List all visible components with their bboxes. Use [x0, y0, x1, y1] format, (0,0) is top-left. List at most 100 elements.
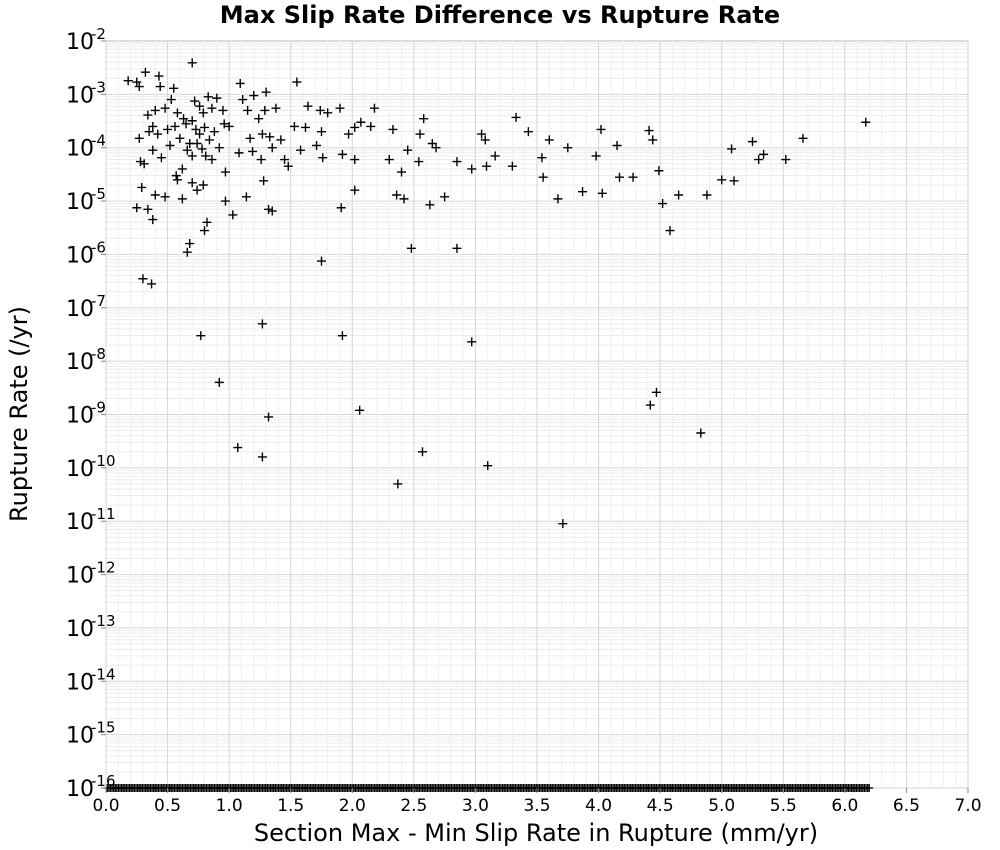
y-tick-label-exponent: -8 — [91, 345, 106, 363]
data-point — [137, 182, 147, 192]
data-point — [148, 215, 158, 225]
data-point — [355, 405, 365, 415]
data-point — [144, 127, 154, 137]
data-point — [177, 164, 187, 174]
data-point — [139, 159, 149, 169]
floor-band — [103, 784, 874, 792]
y-tick-label-base: 10 — [66, 137, 94, 162]
data-point — [238, 95, 248, 105]
data-point — [759, 149, 769, 159]
y-tick-label-exponent: -13 — [91, 612, 116, 630]
data-point — [187, 116, 197, 126]
data-point — [172, 175, 182, 185]
data-point — [191, 124, 201, 134]
y-tick-label-exponent: -14 — [91, 665, 116, 683]
y-tick-label-base: 10 — [66, 404, 94, 429]
data-point — [140, 67, 150, 77]
data-point — [214, 377, 224, 387]
data-point — [156, 153, 166, 163]
data-point — [249, 91, 259, 101]
data-point — [220, 167, 230, 177]
data-point — [431, 143, 441, 153]
data-points — [123, 58, 871, 529]
data-point — [414, 157, 424, 167]
x-axis-label: Section Max - Min Slip Rate in Rupture (… — [254, 819, 818, 847]
x-tick-label: 0.0 — [92, 796, 119, 816]
data-point — [235, 78, 245, 88]
data-point — [419, 114, 429, 124]
data-point — [172, 108, 182, 118]
data-point — [150, 105, 160, 115]
data-point — [615, 172, 625, 182]
y-tick-label-base: 10 — [66, 777, 94, 802]
y-tick-label-base: 10 — [66, 564, 94, 589]
data-point — [134, 82, 144, 92]
data-point — [645, 400, 655, 410]
data-point — [597, 188, 607, 198]
data-point — [209, 127, 219, 137]
data-point — [204, 135, 214, 145]
y-tick-label-exponent: -2 — [91, 25, 106, 43]
data-point — [201, 151, 211, 161]
data-point — [177, 194, 187, 204]
data-point — [207, 103, 217, 113]
x-tick-label: 5.5 — [770, 796, 797, 816]
x-tick-label: 0.5 — [154, 796, 181, 816]
data-point — [315, 105, 325, 115]
data-point — [187, 151, 197, 161]
data-point — [317, 127, 326, 137]
y-axis-label: Rupture Rate (/yr) — [5, 306, 33, 522]
data-point — [123, 76, 133, 86]
data-point — [283, 161, 293, 171]
data-point — [182, 145, 192, 155]
data-point — [132, 203, 142, 213]
data-point — [192, 185, 202, 195]
data-point — [628, 172, 638, 182]
y-tick-label-base: 10 — [66, 617, 94, 642]
data-point — [337, 149, 347, 159]
data-point — [727, 144, 737, 154]
data-point — [654, 166, 664, 176]
data-point — [148, 121, 158, 131]
data-point — [134, 133, 144, 143]
y-tick-label-exponent: -5 — [91, 185, 106, 203]
data-point — [198, 180, 208, 190]
data-point — [154, 71, 164, 81]
data-point — [748, 137, 757, 147]
x-tick-label: 7.0 — [954, 796, 981, 816]
data-point — [197, 144, 207, 154]
data-point — [224, 121, 234, 131]
data-point — [175, 133, 185, 143]
y-tick-label-base: 10 — [66, 30, 94, 55]
data-point — [187, 178, 197, 188]
data-point — [241, 192, 251, 202]
data-point — [220, 196, 230, 206]
data-point — [170, 121, 180, 131]
data-point — [243, 105, 253, 115]
data-point — [754, 155, 764, 165]
data-point — [337, 331, 347, 341]
data-point — [166, 95, 176, 105]
data-point — [163, 124, 173, 134]
data-point — [490, 151, 500, 161]
data-point — [477, 129, 487, 139]
data-point — [702, 190, 712, 200]
y-tick-label-exponent: -11 — [91, 505, 116, 523]
data-point — [218, 105, 228, 115]
data-point — [260, 105, 270, 115]
data-point — [507, 161, 517, 171]
data-point — [265, 132, 275, 142]
data-point — [248, 146, 258, 156]
data-point — [452, 157, 462, 167]
data-point — [344, 129, 354, 139]
data-point — [403, 145, 413, 155]
data-point — [257, 319, 267, 329]
data-point — [165, 141, 175, 151]
y-tick-label-exponent: -7 — [91, 292, 106, 310]
y-tick-label-exponent: -10 — [91, 452, 116, 470]
data-point — [192, 138, 202, 148]
data-point — [425, 200, 435, 210]
x-tick-label: 4.0 — [585, 796, 612, 816]
data-point — [292, 77, 302, 87]
y-tick-labels: 10-1610-1510-1410-1310-1210-1110-1010-91… — [66, 25, 116, 802]
